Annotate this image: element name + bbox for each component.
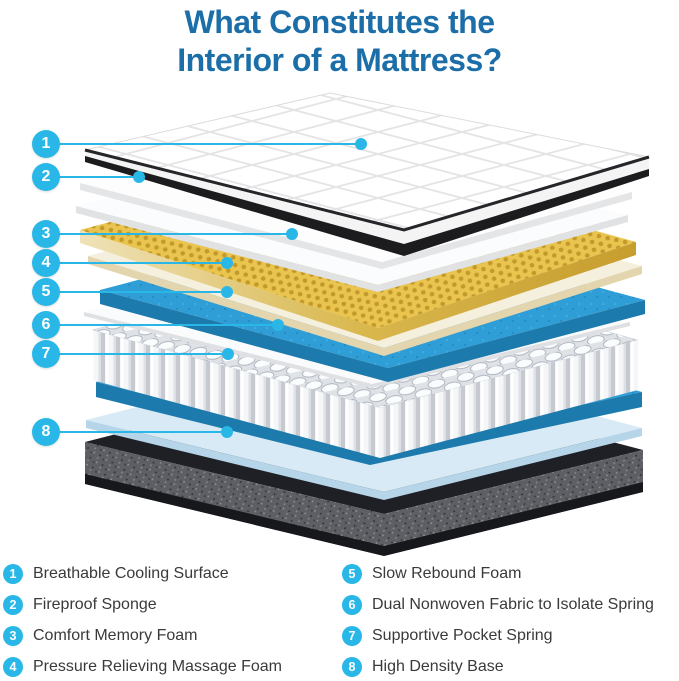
- callout-1-dot: [355, 138, 367, 150]
- legend-label-8: High Density Base: [372, 657, 504, 675]
- callout-6: 6: [32, 311, 392, 339]
- callout-8: 8: [32, 418, 392, 446]
- callout-3-dot: [286, 228, 298, 240]
- callout-3: 3: [32, 220, 392, 248]
- legend-item-8: 8 High Density Base: [342, 651, 679, 681]
- legend-item-4: 4 Pressure Relieving Massage Foam: [3, 651, 338, 681]
- title-line-1: What Constitutes the: [184, 4, 495, 40]
- legend-item-5: 5 Slow Rebound Foam: [342, 558, 679, 589]
- callout-5-dot: [221, 286, 233, 298]
- callout-1-line: [58, 143, 361, 145]
- legend-badge-4: 4: [3, 656, 23, 677]
- callout-4-line: [58, 262, 227, 264]
- legend-badge-8: 8: [342, 656, 362, 677]
- legend-label-4: Pressure Relieving Massage Foam: [33, 657, 282, 675]
- callout-5: 5: [32, 278, 392, 306]
- title-line-2: Interior of a Mattress?: [177, 42, 502, 78]
- callout-7-number-badge: 7: [32, 340, 60, 368]
- legend-label-3: Comfort Memory Foam: [33, 626, 198, 644]
- callout-8-line: [58, 431, 227, 433]
- callout-7: 7: [32, 340, 392, 368]
- legend-item-2: 2 Fireproof Sponge: [3, 589, 338, 620]
- callout-6-line: [58, 324, 278, 326]
- callout-3-line: [58, 233, 292, 235]
- legend-badge-2: 2: [3, 594, 23, 615]
- legend-item-7: 7 Supportive Pocket Spring: [342, 620, 679, 651]
- callout-1-number-badge: 1: [32, 130, 60, 158]
- legend-badge-5: 5: [342, 563, 362, 584]
- callout-8-number-badge: 8: [32, 418, 60, 446]
- legend-badge-7: 7: [342, 625, 362, 646]
- legend-label-1: Breathable Cooling Surface: [33, 564, 229, 582]
- callout-1: 1: [32, 130, 392, 158]
- legend-badge-1: 1: [3, 563, 23, 584]
- layer-quilted-top: [84, 92, 650, 256]
- legend-item-1: 1 Breathable Cooling Surface: [3, 558, 338, 589]
- legend-badge-3: 3: [3, 625, 23, 646]
- callout-2-line: [58, 176, 139, 178]
- callout-3-number-badge: 3: [32, 220, 60, 248]
- callout-4-number-badge: 4: [32, 249, 60, 277]
- callout-2-number-badge: 2: [32, 163, 60, 191]
- legend-label-7: Supportive Pocket Spring: [372, 626, 553, 644]
- legend-badge-6: 6: [342, 594, 362, 615]
- callout-2-dot: [133, 171, 145, 183]
- legend-left-column: 1 Breathable Cooling Surface 2 Fireproof…: [3, 558, 338, 681]
- callout-2: 2: [32, 163, 392, 191]
- callout-6-number-badge: 6: [32, 311, 60, 339]
- page-title: What Constitutes the Interior of a Mattr…: [0, 3, 679, 79]
- callout-7-dot: [222, 348, 234, 360]
- callout-5-number-badge: 5: [32, 278, 60, 306]
- callout-4-dot: [221, 257, 233, 269]
- callout-6-dot: [272, 319, 284, 331]
- callout-4: 4: [32, 249, 392, 277]
- legend-item-6: 6 Dual Nonwoven Fabric to Isolate Spring: [342, 589, 679, 620]
- legend-item-3: 3 Comfort Memory Foam: [3, 620, 338, 651]
- legend-label-5: Slow Rebound Foam: [372, 564, 522, 582]
- callout-7-line: [58, 353, 228, 355]
- legend-label-6: Dual Nonwoven Fabric to Isolate Spring: [372, 595, 654, 613]
- callout-5-line: [58, 291, 227, 293]
- legend-right-column: 5 Slow Rebound Foam 6 Dual Nonwoven Fabr…: [342, 558, 679, 681]
- callout-8-dot: [221, 426, 233, 438]
- legend-label-2: Fireproof Sponge: [33, 595, 157, 613]
